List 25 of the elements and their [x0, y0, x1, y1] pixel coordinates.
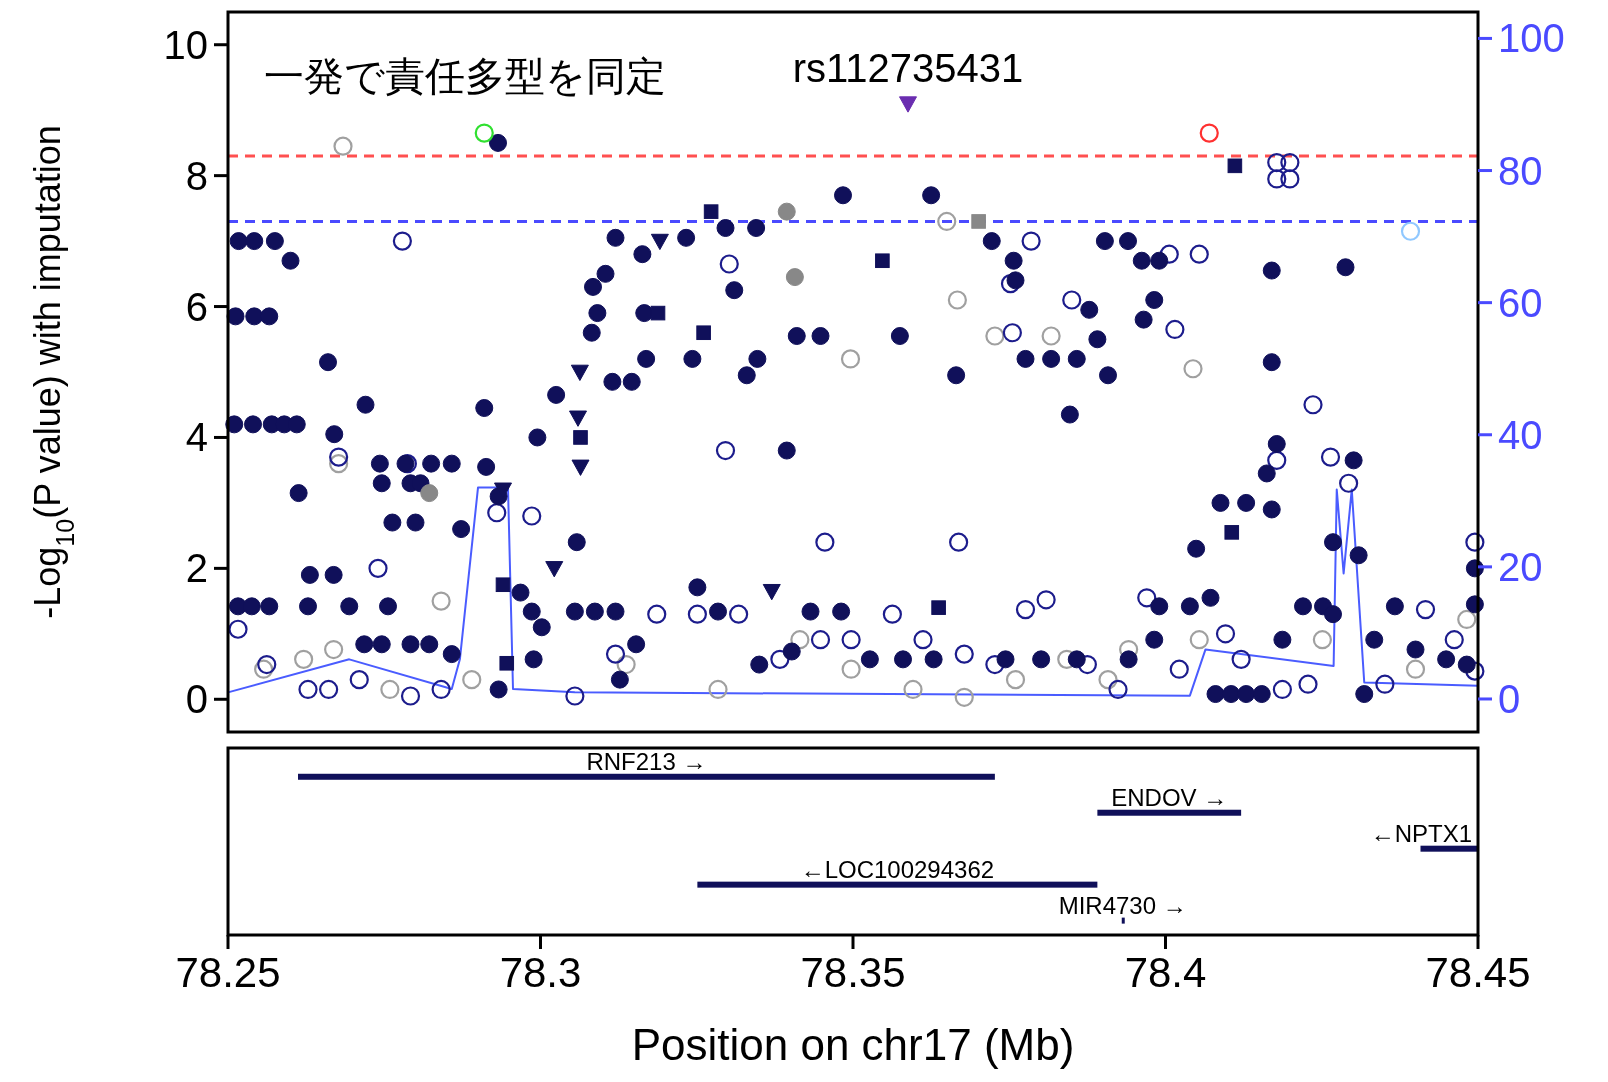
annotation: 一発で責任多型を同定 — [264, 54, 666, 98]
y-tick-label: 8 — [185, 153, 208, 198]
y-tick-label: 2 — [185, 546, 208, 591]
x-tick-label: 78.4 — [1124, 949, 1207, 996]
annotation: ENDOV → — [1111, 783, 1228, 811]
x-tick-label: 78.35 — [800, 949, 906, 996]
annotation: rs112735431 — [792, 45, 1024, 90]
x-axis-title: Position on chr17 (Mb) — [631, 1020, 1075, 1069]
y2-tick-label: 80 — [1498, 148, 1543, 193]
y2-tick-label: 40 — [1498, 412, 1543, 457]
x-tick-label: 78.3 — [499, 949, 582, 996]
annotation: ←LOC100294362 — [800, 855, 995, 883]
y2-tick-label: 20 — [1498, 544, 1543, 589]
y2-tick-label: 60 — [1498, 280, 1543, 325]
x-tick-label: 78.45 — [1425, 949, 1531, 996]
y-tick-label: 10 — [163, 22, 208, 67]
y2-tick-label: 100 — [1498, 16, 1565, 61]
annotation: ←NPTX1 — [1370, 819, 1472, 847]
y-tick-label: 4 — [185, 415, 208, 460]
annotation: RNF213 → — [586, 747, 707, 775]
y-tick-label: 0 — [185, 677, 208, 722]
y-tick-label: 6 — [185, 284, 208, 329]
x-tick-label: 78.25 — [175, 949, 281, 996]
y2-tick-label: 0 — [1498, 676, 1521, 721]
annotation: MIR4730 → — [1058, 891, 1187, 919]
